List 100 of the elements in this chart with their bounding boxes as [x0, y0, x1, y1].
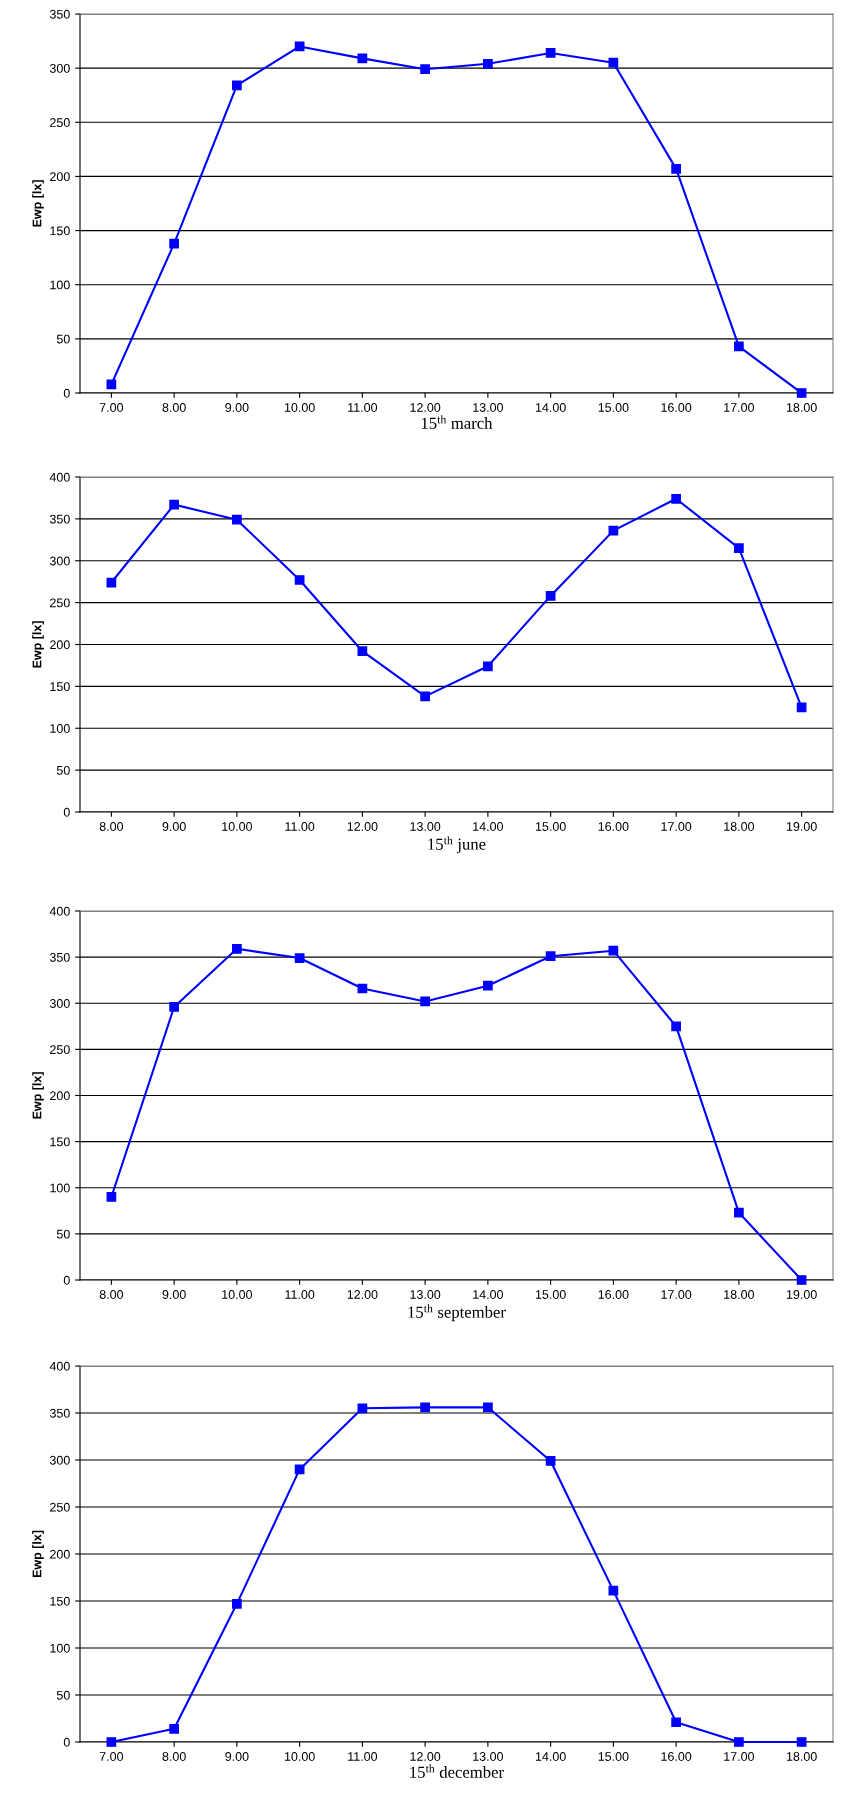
x-tick-label: 8.00 [99, 1290, 124, 1299]
point [106, 1737, 117, 1747]
x-tick-label: 10.00 [222, 822, 253, 831]
point [169, 238, 179, 249]
y-tick-label: 250 [50, 1045, 70, 1055]
y-tick-label: 250 [50, 598, 70, 608]
x-tick-label: 15.00 [535, 1290, 566, 1299]
y-tick-label: 150 [50, 1596, 70, 1606]
x-tick-label: 17.00 [661, 1290, 692, 1299]
point [671, 493, 681, 504]
point [357, 1403, 368, 1414]
point [608, 1585, 619, 1596]
x-tick-label: 8.00 [99, 822, 124, 831]
y-axis-title: Ewp [lx] [32, 621, 44, 668]
y-tick-label: 50 [56, 1690, 70, 1700]
x-tick-label: 12.00 [347, 822, 378, 831]
x-tick-label: 14.00 [535, 403, 566, 412]
x-tick-label: 11.00 [285, 1290, 315, 1299]
y-tick-label: 100 [50, 724, 70, 733]
y-axis-title: Ewp [lx] [32, 1072, 44, 1119]
x-tick-label: 9.00 [225, 1752, 249, 1761]
point [420, 996, 430, 1007]
y-tick-label: 350 [49, 9, 70, 19]
y-tick-label: 350 [49, 1408, 70, 1418]
x-tick-label: 8.00 [162, 1752, 186, 1761]
y-tick-label: 0 [63, 388, 70, 398]
x-tick-label: 16.00 [598, 822, 629, 831]
point [357, 646, 368, 657]
point [169, 1002, 179, 1012]
x-axis-title: 15$^{th}$ june [428, 836, 486, 854]
x-tick-label: 13.00 [410, 822, 441, 831]
x-tick-label: 19.00 [786, 1290, 817, 1299]
x-tick-label: 14.00 [473, 1290, 504, 1299]
y-tick-label: 100 [50, 280, 70, 290]
x-axis-title: 15$^{th}$ september [408, 1304, 506, 1322]
y-tick-label: 150 [50, 1137, 70, 1147]
y-tick-label: 300 [49, 556, 70, 566]
point [734, 1737, 744, 1747]
point [608, 57, 619, 68]
point [232, 514, 242, 525]
y-tick-label: 350 [49, 514, 70, 524]
x-tick-label: 16.00 [598, 1290, 629, 1299]
point [294, 575, 305, 585]
point [294, 953, 305, 963]
y-tick-label: 350 [49, 952, 70, 962]
x-axis-title: 15$^{th}$ march [421, 415, 493, 429]
x-tick-label: 9.00 [225, 403, 249, 412]
point [545, 591, 556, 601]
point [483, 661, 493, 672]
point [796, 1275, 807, 1285]
y-tick-label: 100 [50, 1643, 70, 1653]
x-tick-label: 17.00 [724, 1752, 755, 1761]
point [608, 945, 619, 956]
x-tick-label: 15.00 [598, 403, 629, 412]
point [483, 1402, 493, 1413]
point [671, 163, 681, 174]
y-tick-label: 150 [50, 226, 70, 236]
y-tick-label: 250 [50, 1502, 70, 1512]
y-tick-label: 0 [63, 807, 70, 817]
x-tick-label: 13.00 [473, 1752, 504, 1761]
point [796, 1737, 807, 1747]
y-tick-label: 150 [50, 682, 70, 692]
y-tick-label: 0 [63, 1275, 70, 1285]
point [420, 64, 430, 75]
point [483, 980, 493, 991]
y-tick-label: 50 [56, 1229, 70, 1239]
point [232, 1598, 242, 1609]
x-axis-title: 15$^{th}$ december [410, 1764, 504, 1778]
y-axis-title: Ewp [lx] [32, 1530, 44, 1578]
point [734, 543, 744, 554]
x-tick-label: 12.00 [410, 403, 441, 412]
x-tick-label: 11.00 [348, 403, 378, 412]
y-tick-label: 400 [49, 472, 70, 482]
x-tick-label: 9.00 [162, 1290, 186, 1299]
point [796, 702, 807, 713]
y-tick-label: 400 [49, 1361, 70, 1371]
x-tick-label: 7.00 [99, 1752, 124, 1761]
x-tick-label: 14.00 [535, 1752, 566, 1761]
point [671, 1717, 681, 1728]
point [169, 1723, 179, 1734]
x-tick-label: 10.00 [284, 403, 315, 412]
x-tick-label: 11.00 [348, 1752, 378, 1761]
x-tick-label: 13.00 [473, 403, 504, 412]
point [420, 1402, 430, 1413]
x-tick-label: 17.00 [661, 822, 692, 831]
x-tick-label: 16.00 [661, 1752, 692, 1761]
x-tick-label: 15.00 [598, 1752, 629, 1761]
y-tick-label: 200 [50, 172, 70, 182]
x-tick-label: 17.00 [724, 403, 755, 412]
x-tick-label: 10.00 [284, 1752, 315, 1761]
y-tick-label: 100 [50, 1183, 70, 1193]
y-tick-label: 50 [56, 765, 70, 775]
y-tick-label: 300 [49, 1455, 70, 1465]
y-tick-label: 200 [50, 640, 70, 650]
point [106, 379, 117, 390]
y-tick-label: 200 [50, 1091, 70, 1101]
point [545, 1456, 556, 1466]
point [734, 1207, 744, 1218]
x-tick-label: 8.00 [162, 403, 186, 412]
point [232, 80, 242, 91]
